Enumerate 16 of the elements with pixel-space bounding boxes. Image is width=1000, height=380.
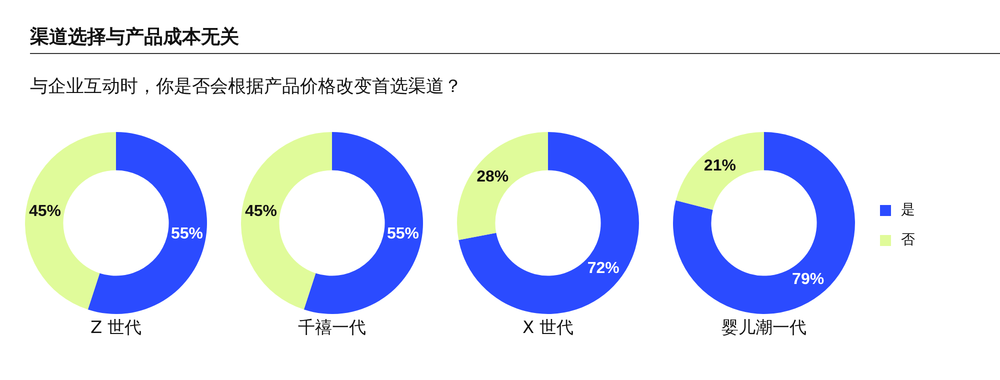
data-label: 45% — [244, 203, 278, 220]
data-label: 55% — [170, 226, 204, 243]
data-label: 55% — [386, 226, 420, 243]
data-label: 72% — [587, 260, 620, 278]
text: 与企业互动时，你是否会根据产品价格改变首选渠道？ — [30, 75, 462, 98]
data-label: 79% — [792, 271, 824, 288]
data-label: 21% — [704, 158, 736, 175]
text: X 世代 — [521, 317, 575, 339]
data-label: 45% — [28, 203, 62, 220]
text: 婴儿潮一代 — [720, 317, 808, 339]
text: Z 世代 — [89, 317, 143, 339]
chart-title: 渠道选择与产品成本无关 — [30, 25, 239, 50]
legend-label: 否 — [901, 231, 915, 249]
legend-label: 是 — [901, 201, 915, 219]
data-label: 28% — [476, 168, 509, 186]
text: 千禧一代 — [297, 317, 367, 339]
